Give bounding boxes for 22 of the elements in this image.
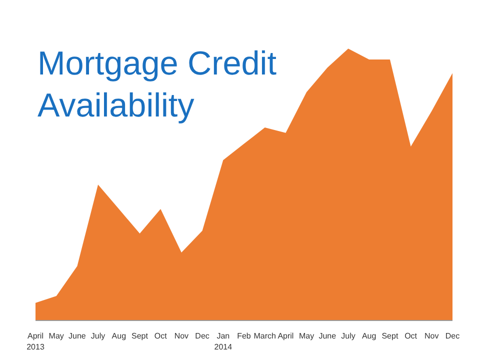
x-tick-label: Oct — [404, 332, 418, 340]
x-tick-label: Sept — [382, 332, 399, 340]
x-tick-label: Aug — [362, 332, 376, 340]
x-tick-label: Dec — [195, 332, 210, 340]
x-tick-label: May — [48, 332, 64, 340]
x-tick-label: June — [68, 332, 86, 340]
x-tick-label: July — [341, 332, 356, 340]
x-tick-label: Feb — [237, 332, 252, 340]
x-tick-label: March — [254, 332, 276, 340]
x-tick-label: Nov — [174, 332, 189, 340]
x-tick-label: May — [298, 332, 314, 340]
x-tick-label: Sept — [132, 332, 149, 340]
x-tick-label: Dec — [445, 332, 460, 340]
x-tick-label: June — [318, 332, 337, 340]
x-tick-label: Oct — [154, 332, 168, 340]
x-tick-label: April 2013 — [26, 332, 45, 352]
x-tick-label: April — [278, 332, 294, 340]
x-tick-label: Nov — [424, 332, 439, 340]
x-tick-label: Aug — [112, 332, 126, 340]
text: Mortgage Credit Availability — [38, 46, 278, 124]
x-tick-label: July — [90, 332, 106, 340]
x-tick-label: Jan 2014 — [214, 332, 233, 352]
